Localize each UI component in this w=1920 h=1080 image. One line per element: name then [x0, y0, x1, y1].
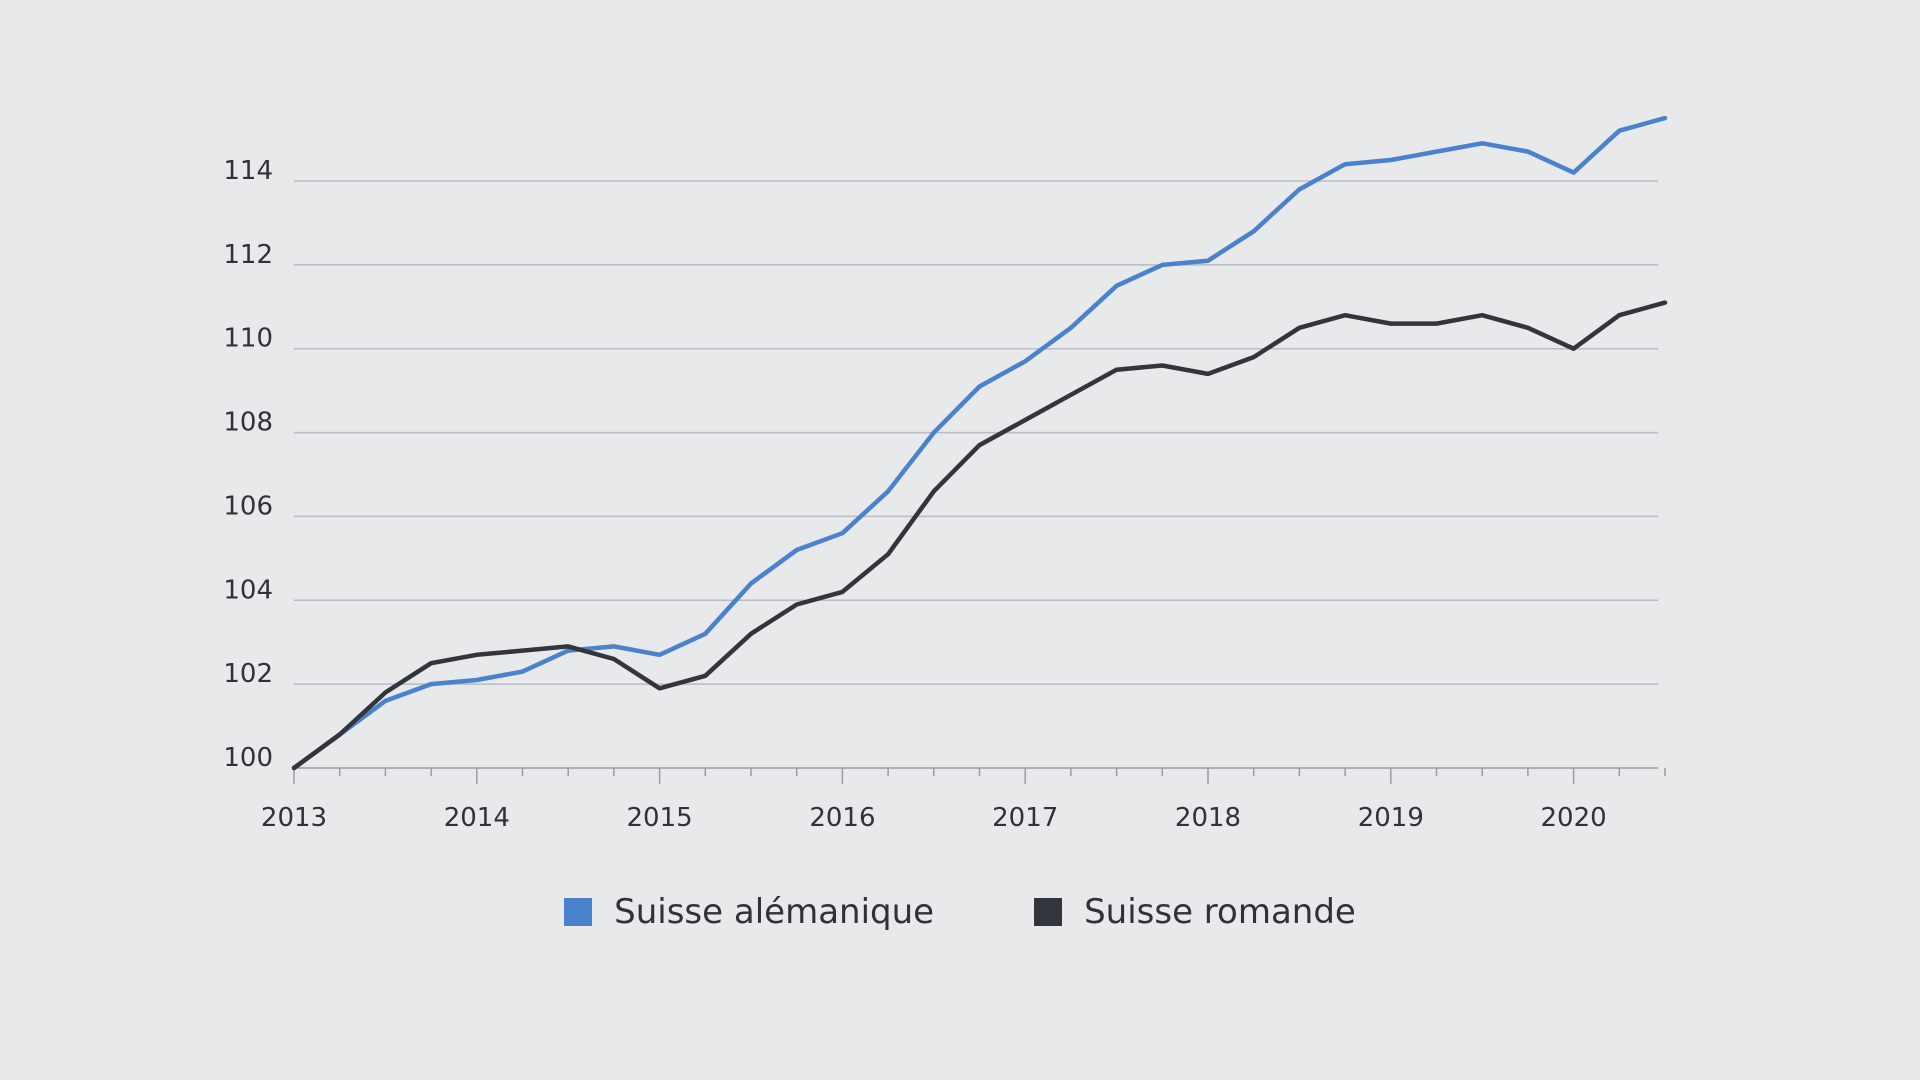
x-tick-label-2016: 2016 — [809, 803, 875, 833]
y-tick-label-106: 106 — [223, 491, 273, 521]
x-axis-labels: 2013 2014 2015 2016 2017 2018 2019 2020 — [261, 803, 1607, 833]
legend-label-suisse-romande: Suisse romande — [1084, 892, 1356, 932]
x-tick-label-2018: 2018 — [1175, 803, 1241, 833]
legend-item-suisse-romande: Suisse romande — [1034, 892, 1356, 932]
x-tick-label-2020: 2020 — [1541, 803, 1607, 833]
gridlines — [294, 180, 1658, 685]
legend-swatch-suisse-romande — [1034, 898, 1063, 926]
series-lines — [291, 115, 1668, 771]
y-tick-label-108: 108 — [223, 408, 273, 438]
y-tick-label-102: 102 — [223, 659, 273, 689]
x-tick-label-2015: 2015 — [627, 803, 693, 833]
x-tick-label-2019: 2019 — [1358, 803, 1424, 833]
y-tick-label-100: 100 — [223, 743, 273, 773]
x-tick-label-2014: 2014 — [444, 803, 510, 833]
y-tick-label-114: 114 — [223, 156, 273, 186]
y-axis-labels: 100 102 104 106 108 110 112 114 — [223, 156, 273, 773]
legend-item-suisse-alemanique: Suisse alémanique — [564, 892, 934, 932]
y-tick-label-104: 104 — [223, 575, 273, 605]
legend-label-suisse-alemanique: Suisse alémanique — [614, 892, 935, 932]
series-line-suisse-romande — [291, 300, 1668, 771]
x-tick-label-2017: 2017 — [992, 803, 1058, 833]
y-tick-label-112: 112 — [223, 240, 273, 270]
legend: Suisse alémanique Suisse romande — [0, 887, 1920, 937]
x-axis — [293, 767, 1666, 784]
x-tick-label-2013: 2013 — [261, 803, 327, 833]
legend-swatch-suisse-alemanique — [564, 898, 593, 926]
series-line-suisse-alemanique — [291, 115, 1668, 771]
y-tick-label-110: 110 — [223, 324, 273, 354]
